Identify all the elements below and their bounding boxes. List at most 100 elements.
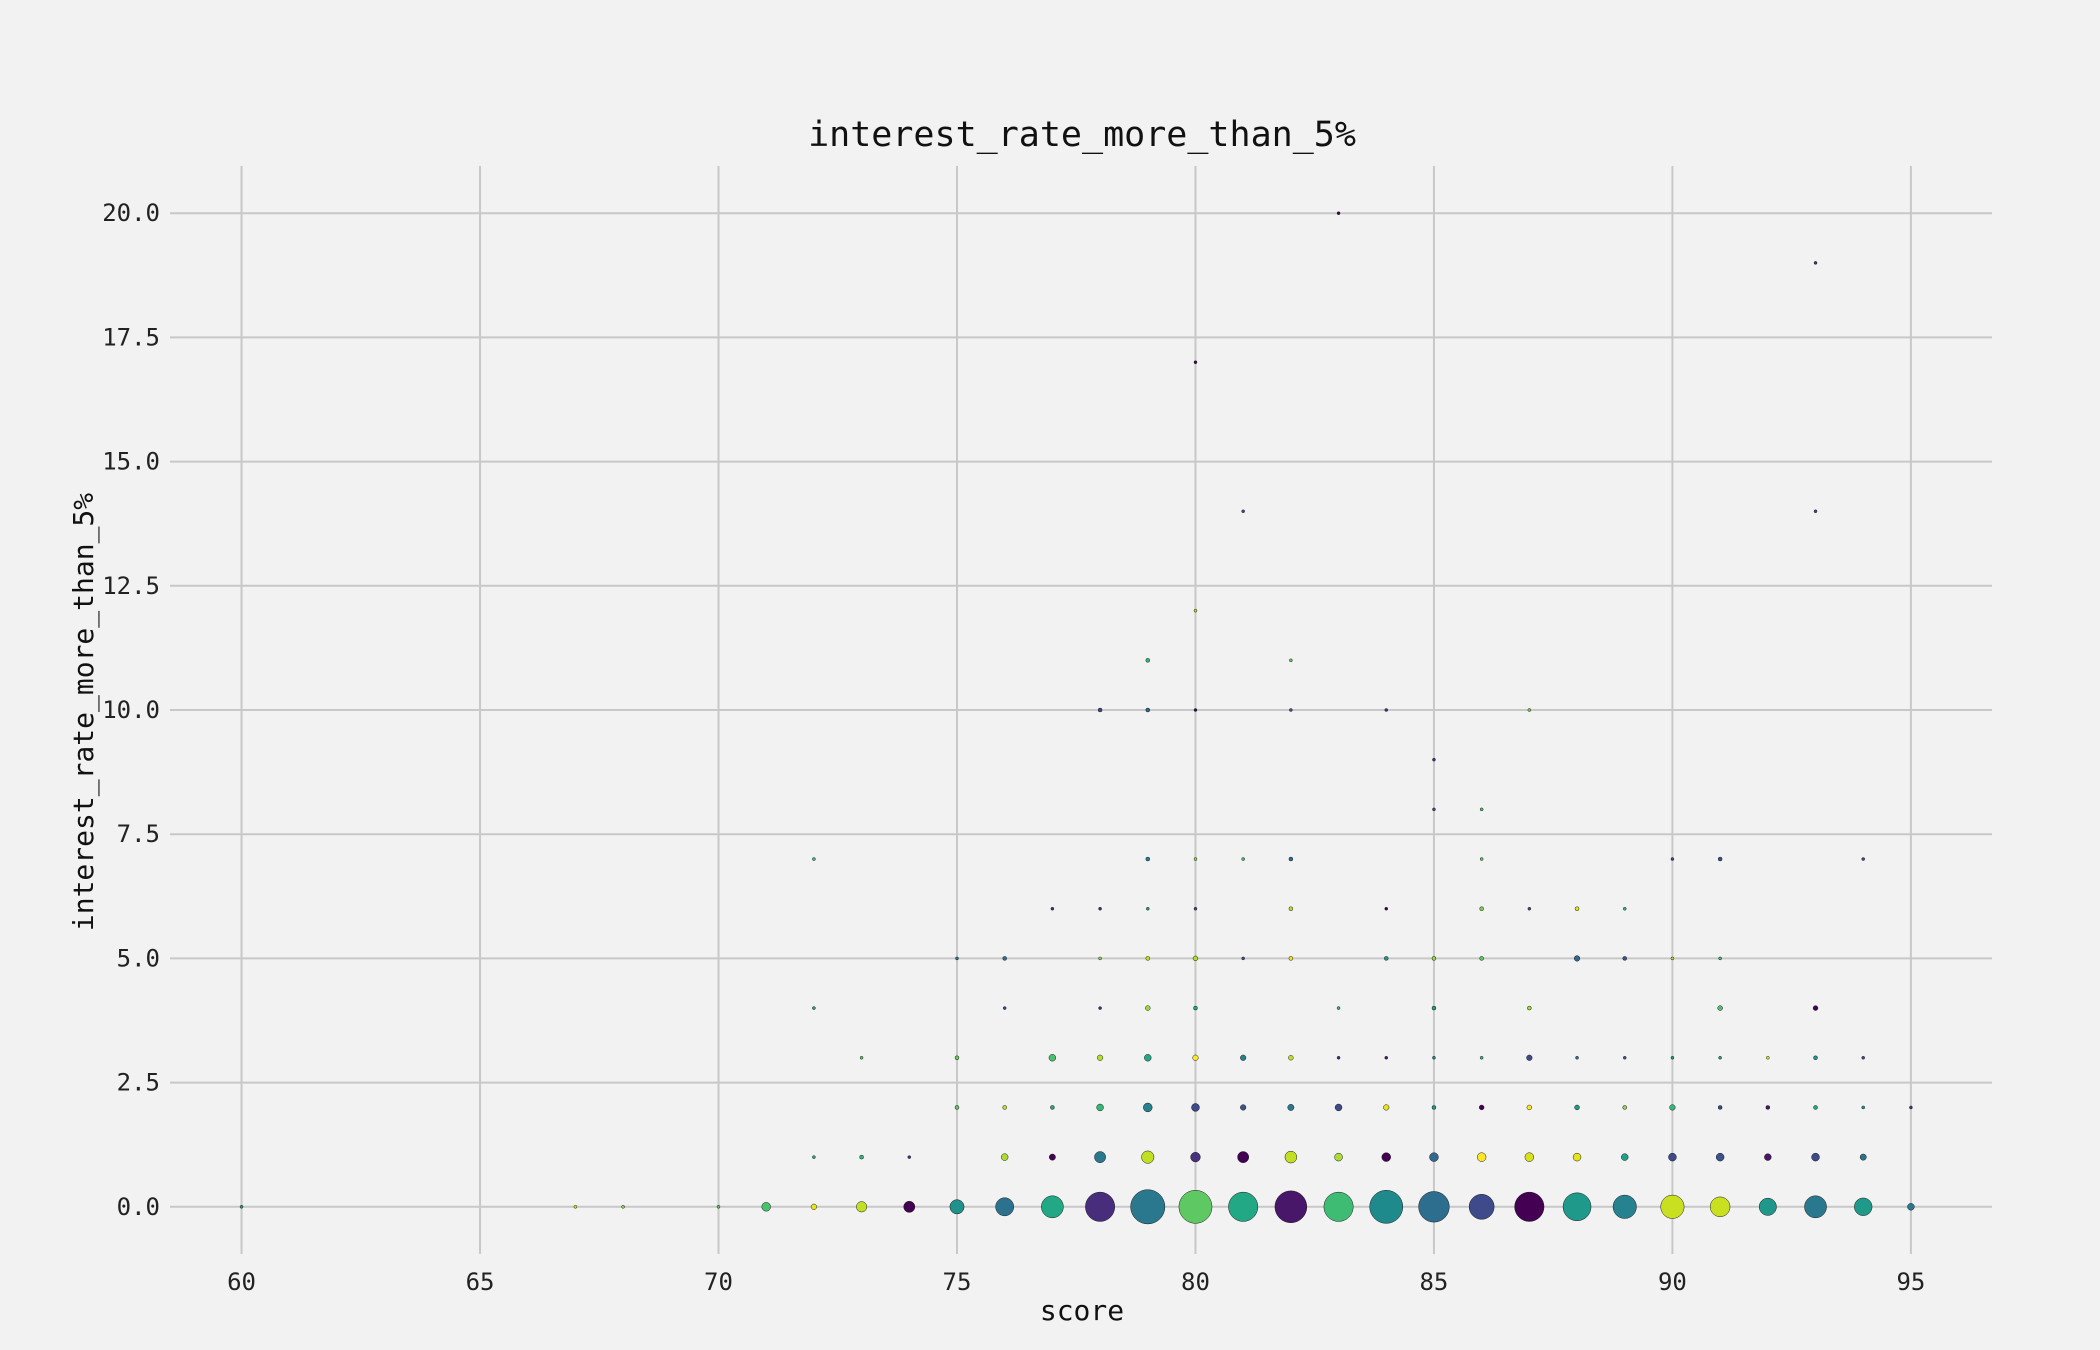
data-point [1289,658,1293,663]
data-point [1479,956,1484,961]
data-point [1861,1105,1865,1110]
data-point [1476,1152,1487,1162]
data-point [1622,956,1627,961]
data-point [1130,1189,1166,1225]
data-point [1859,1153,1867,1161]
data-point [1812,1005,1819,1011]
data-point [1240,1104,1247,1111]
data-point [1431,956,1437,961]
data-point [1336,211,1341,215]
data-point [1190,1152,1201,1163]
data-point [1573,955,1581,962]
data-point [1288,856,1294,862]
data-point [903,1200,916,1213]
data-point [761,1202,771,1212]
data-point [949,1199,965,1215]
data-point [1717,1005,1723,1011]
y-tick-label: 2.5 [117,1069,160,1097]
data-point [810,1203,817,1210]
data-point [1192,1054,1199,1061]
data-point [1524,1152,1535,1162]
data-point [1562,1192,1592,1222]
data-point [1145,856,1151,862]
data-point [1288,1055,1294,1061]
data-point [1145,658,1151,663]
x-tick-labels: 60 65 70 75 80 85 90 95 [227,1268,1925,1296]
data-points [239,211,1915,1225]
data-point [1765,1105,1771,1110]
data-point [812,1006,816,1010]
data-point [1479,906,1484,911]
data-point [1002,1105,1007,1110]
data-point [1240,1054,1247,1061]
y-tick-label: 20.0 [102,199,160,227]
data-point [1287,1104,1295,1111]
y-tick-labels: 0.0 2.5 5.0 7.5 10.0 12.5 15.0 17.5 20.0 [102,199,160,1221]
data-point [1479,1056,1484,1060]
data-point [1098,956,1102,961]
data-point [1143,1102,1153,1113]
data-point [1766,1056,1770,1060]
data-point [812,1155,816,1159]
data-point [1192,955,1199,962]
data-point [1764,1153,1772,1161]
data-point [1369,1189,1404,1224]
data-point [1758,1197,1777,1216]
data-point [1479,807,1484,812]
y-tick-label: 15.0 [102,448,160,476]
data-point [1431,1105,1437,1110]
data-point [1241,857,1245,861]
data-point [1432,1056,1436,1060]
x-tick-label: 60 [227,1268,256,1296]
data-point [1670,857,1675,861]
data-point [621,1205,625,1209]
y-tick-label: 0.0 [117,1193,160,1221]
data-point [954,1105,960,1110]
data-point [1049,1153,1056,1161]
data-point [1468,1194,1495,1220]
data-point [1228,1191,1259,1222]
data-point [1479,857,1484,861]
data-point [1717,856,1723,862]
data-point [1146,906,1150,911]
y-tick-label: 12.5 [102,572,160,600]
data-point [1478,1104,1485,1111]
data-point [1098,906,1102,911]
data-point [1145,707,1151,713]
data-point [1621,1153,1629,1161]
y-tick-label: 7.5 [117,820,160,848]
data-point [812,857,816,861]
y-tick-label: 10.0 [102,696,160,724]
data-point [1381,1152,1391,1162]
data-point [1622,1105,1627,1110]
data-point [1612,1194,1637,1219]
data-point [1575,1056,1579,1060]
data-point [1336,1056,1341,1060]
x-tick-label: 90 [1658,1268,1687,1296]
x-tick-label: 75 [943,1268,972,1296]
data-point [1284,1150,1298,1164]
data-point [1718,956,1722,961]
data-point [1526,1054,1533,1061]
data-point [1811,1152,1820,1162]
data-point [1288,956,1294,961]
data-point [1384,956,1389,961]
data-point [1178,1189,1213,1224]
data-point [1909,1105,1913,1110]
data-point [1193,906,1198,911]
data-point [1432,757,1436,762]
data-point [1813,1105,1818,1110]
data-point [1717,1105,1723,1110]
data-point [1274,1190,1308,1224]
data-point [1527,1005,1532,1011]
data-point [1237,1151,1250,1163]
data-point [1288,906,1294,911]
data-point [995,1197,1015,1217]
chart-title: interest_rate_more_than_5% [808,115,1356,155]
data-point [1191,1103,1200,1112]
data-point [1193,857,1198,861]
data-point [1813,261,1818,265]
data-point [1432,807,1436,812]
data-point [1574,906,1580,911]
